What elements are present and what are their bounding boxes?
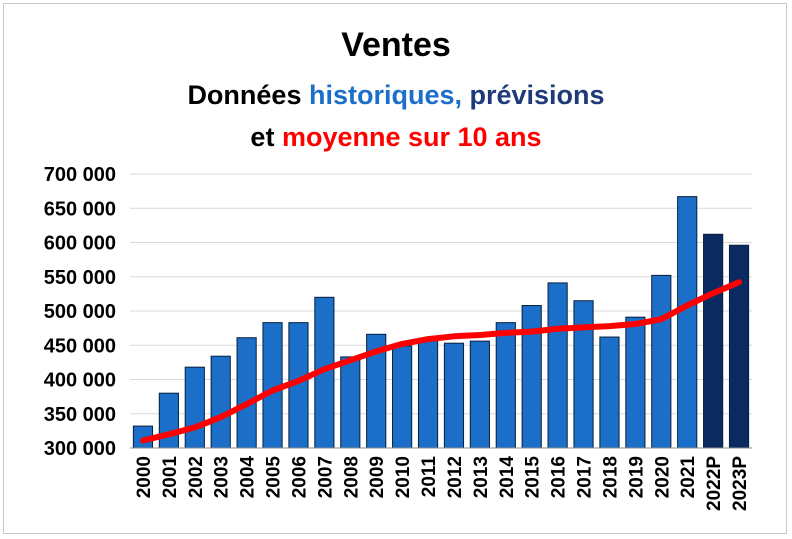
y-tick-label: 300 000 [44, 438, 116, 460]
chart-subtitle-line1: Données historiques, prévisions [0, 80, 792, 111]
x-tick-label: 2015 [523, 456, 544, 499]
x-tick-label: 2012 [445, 456, 466, 498]
bar [547, 282, 568, 449]
x-tick-label: 2020 [652, 456, 673, 498]
y-tick-label: 450 000 [44, 335, 116, 357]
y-tick-label: 550 000 [44, 267, 116, 289]
bar [417, 337, 439, 449]
subtitle-part-historiques: historiques, [308, 80, 462, 110]
x-tick-label: 2021 [678, 456, 699, 499]
x-tick-label: 2018 [600, 456, 621, 498]
bar [236, 337, 257, 449]
bar [469, 340, 490, 449]
x-tick-label: 2004 [238, 456, 259, 499]
x-tick-label: 2011 [419, 456, 440, 498]
y-tick-label: 500 000 [44, 301, 116, 323]
bar [651, 274, 672, 449]
bar [340, 356, 361, 449]
x-tick-label: 2003 [212, 456, 233, 498]
x-tick-label: 2009 [367, 456, 388, 498]
x-tick-label: 2002 [186, 456, 207, 498]
bar [495, 322, 516, 449]
x-tick-label: 2010 [393, 456, 414, 498]
x-tick-label: 2006 [289, 456, 310, 498]
bar [599, 336, 620, 449]
y-tick-label: 700 000 [44, 164, 116, 186]
moving-average-line [140, 279, 742, 444]
y-tick-label: 600 000 [44, 233, 116, 255]
bar [210, 355, 231, 449]
bar [521, 305, 542, 449]
bar [677, 196, 698, 449]
bar [443, 342, 465, 449]
x-tick-label: 2016 [549, 456, 570, 498]
bar [392, 345, 413, 449]
y-tick-label: 400 000 [44, 370, 116, 392]
x-tick-label: 2017 [575, 456, 596, 498]
x-tick-label: 2023P [730, 456, 751, 511]
bar [703, 233, 724, 449]
x-tick-label: 2013 [471, 456, 492, 498]
x-tick-label: 2001 [160, 456, 181, 499]
subtitle-part-donnees: Données [187, 80, 309, 110]
bar [573, 300, 594, 449]
x-tick-label: 2007 [315, 456, 336, 498]
y-tick-label: 350 000 [44, 404, 116, 426]
chart-title: Ventes [341, 26, 451, 64]
x-tick-label: 2019 [626, 456, 647, 498]
y-tick-label: 650 000 [44, 198, 116, 220]
x-tick-label: 2014 [497, 456, 518, 499]
x-tick-label: 2022P [704, 456, 725, 511]
bar [158, 392, 179, 449]
subtitle-part-moyenne: moyenne sur 10 ans [281, 122, 542, 152]
bar [728, 244, 750, 449]
subtitle-part-et: et [250, 122, 282, 152]
bar [625, 316, 646, 449]
x-tick-label: 2008 [341, 456, 362, 498]
x-tick-label: 2000 [134, 456, 155, 498]
bar [184, 366, 205, 449]
chart-subtitle-line2: et moyenne sur 10 ans [0, 122, 792, 153]
subtitle-part-previsions: prévisions [462, 80, 605, 110]
x-tick-label: 2005 [264, 456, 285, 499]
